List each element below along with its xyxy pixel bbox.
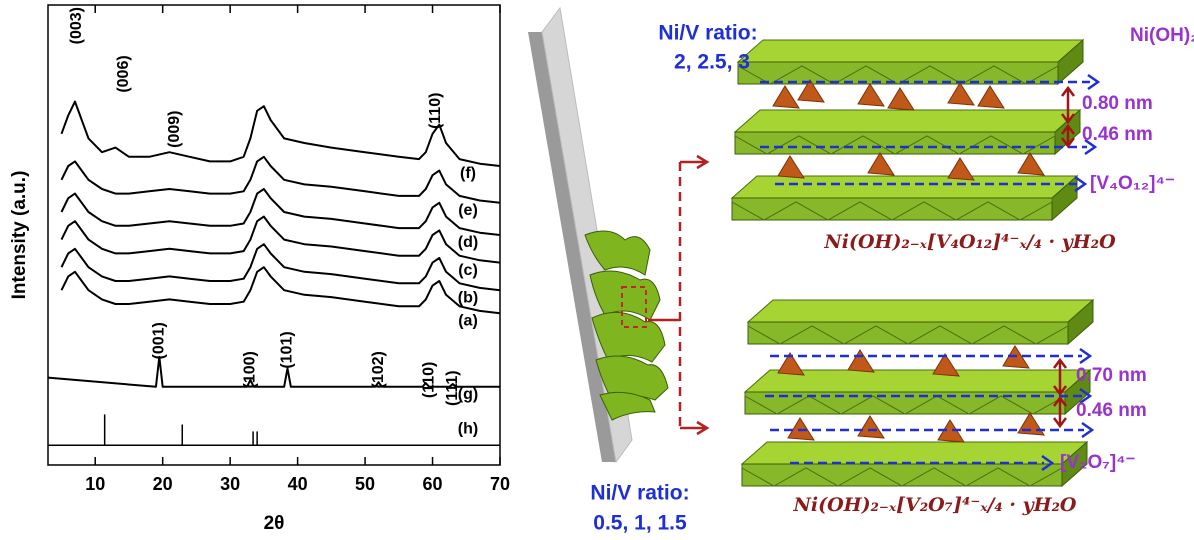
hydroxide-layer-front [735, 132, 1055, 154]
vanadate-tetrahedron [948, 83, 974, 105]
x-tick-label: 70 [490, 474, 510, 494]
formula: Ni(OH)₂₋ₓ[V₄O₁₂]⁴⁻ₓ/₄ · yH₂O [823, 231, 1116, 253]
xrd-chart: 2θ Intensity (a.u.) 10 20 30 40 50 60 70 (a) (b)… [9, 5, 510, 534]
vanadate-tetrahedron [933, 354, 959, 376]
x-axis-title: 2θ [264, 513, 285, 534]
xrd-pattern [61, 217, 500, 263]
peak-index: (001) [151, 322, 168, 359]
spacing-label: 0.80 nm [1082, 93, 1153, 114]
x-tick-label: 40 [288, 474, 308, 494]
peak-index: (101) [279, 331, 296, 368]
x-tick-label: 50 [355, 474, 375, 494]
vanadate-tetrahedron [858, 416, 884, 438]
ratio-label: Ni/V ratio: [590, 482, 689, 505]
spacing-label: 0.70 nm [1076, 365, 1147, 386]
peak-index: (100) [242, 351, 259, 388]
xrd-pattern [61, 189, 500, 235]
vanadate-tetrahedron [868, 153, 894, 175]
vanadate-tetrahedron [778, 156, 804, 178]
hydroxide-layer-top [748, 300, 1093, 322]
peak-index: (110) [420, 362, 437, 398]
curve-label: (h) [458, 420, 478, 437]
vanadate-tetrahedron [888, 88, 914, 110]
curve-label: (f) [460, 165, 476, 182]
peak-index: (102) [370, 351, 387, 388]
hydroxide-layer-front [738, 62, 1058, 84]
vanadate-tetrahedron [1018, 413, 1044, 435]
layers [732, 40, 1098, 486]
anion-label: [V₂O₇]⁴⁻ [1060, 452, 1136, 473]
link-arrow [680, 422, 707, 434]
formula: Ni(OH)₂₋ₓ[V₂O₇]⁴⁻ₓ/₄ · yH₂O [793, 494, 1077, 516]
curve-label: (a) [458, 312, 478, 329]
peak-index: (006) [115, 55, 132, 92]
hydroxide-layer-front [732, 198, 1052, 220]
ratio-label: Ni/V ratio: [658, 22, 757, 45]
vanadate-tetrahedron [978, 86, 1004, 108]
vanadate-tetrahedron [858, 84, 884, 106]
peak-index: (111) [444, 370, 461, 406]
x-tick-label: 60 [423, 474, 443, 494]
curve-label: (b) [458, 289, 478, 306]
xrd-pattern [61, 267, 500, 313]
vanadate-tetrahedron [848, 350, 874, 372]
schematic: Ni/V ratio: 2, 2.5, 3 Ni(OH)₂ [V₄O₁₂]⁴⁻ … [528, 8, 1194, 535]
hydroxide-layer-top [732, 176, 1077, 198]
link-arrow [680, 156, 707, 168]
x-tick-label: 20 [153, 474, 173, 494]
peak-index: (003) [68, 7, 85, 44]
xrd-pattern [61, 157, 500, 203]
curve-label: (d) [458, 234, 478, 251]
figure: 2θ Intensity (a.u.) 10 20 30 40 50 60 70 (a) (b)… [0, 0, 1194, 540]
hydroxide-layer-top [735, 110, 1080, 132]
anion-label: [V₄O₁₂]⁴⁻ [1090, 173, 1175, 194]
vanadate-tetrahedron [773, 86, 799, 108]
hydroxide-layer-top [738, 40, 1083, 62]
layer-label: Ni(OH)₂ [1130, 25, 1194, 46]
hydroxide-layer-front [748, 322, 1068, 344]
peak-index: (009) [166, 111, 183, 148]
spacing-label: 0.46 nm [1076, 400, 1147, 421]
hydroxide-layer-top [742, 442, 1087, 464]
hydroxide-layer-front [742, 464, 1062, 486]
x-tick-label: 30 [220, 474, 240, 494]
vanadate-tetrahedron [948, 158, 974, 180]
curve-label: (c) [458, 262, 478, 279]
spacing-label: 0.46 nm [1082, 124, 1153, 145]
curve-label: (e) [458, 202, 478, 219]
x-tick-label: 10 [85, 474, 105, 494]
y-axis-title: Intensity (a.u.) [9, 171, 30, 300]
vanadate-tetrahedron [1018, 153, 1044, 175]
ratio-values: 0.5, 1, 1.5 [593, 512, 687, 535]
ratio-values: 2, 2.5, 3 [674, 51, 750, 74]
peak-index: (110) [427, 93, 444, 129]
